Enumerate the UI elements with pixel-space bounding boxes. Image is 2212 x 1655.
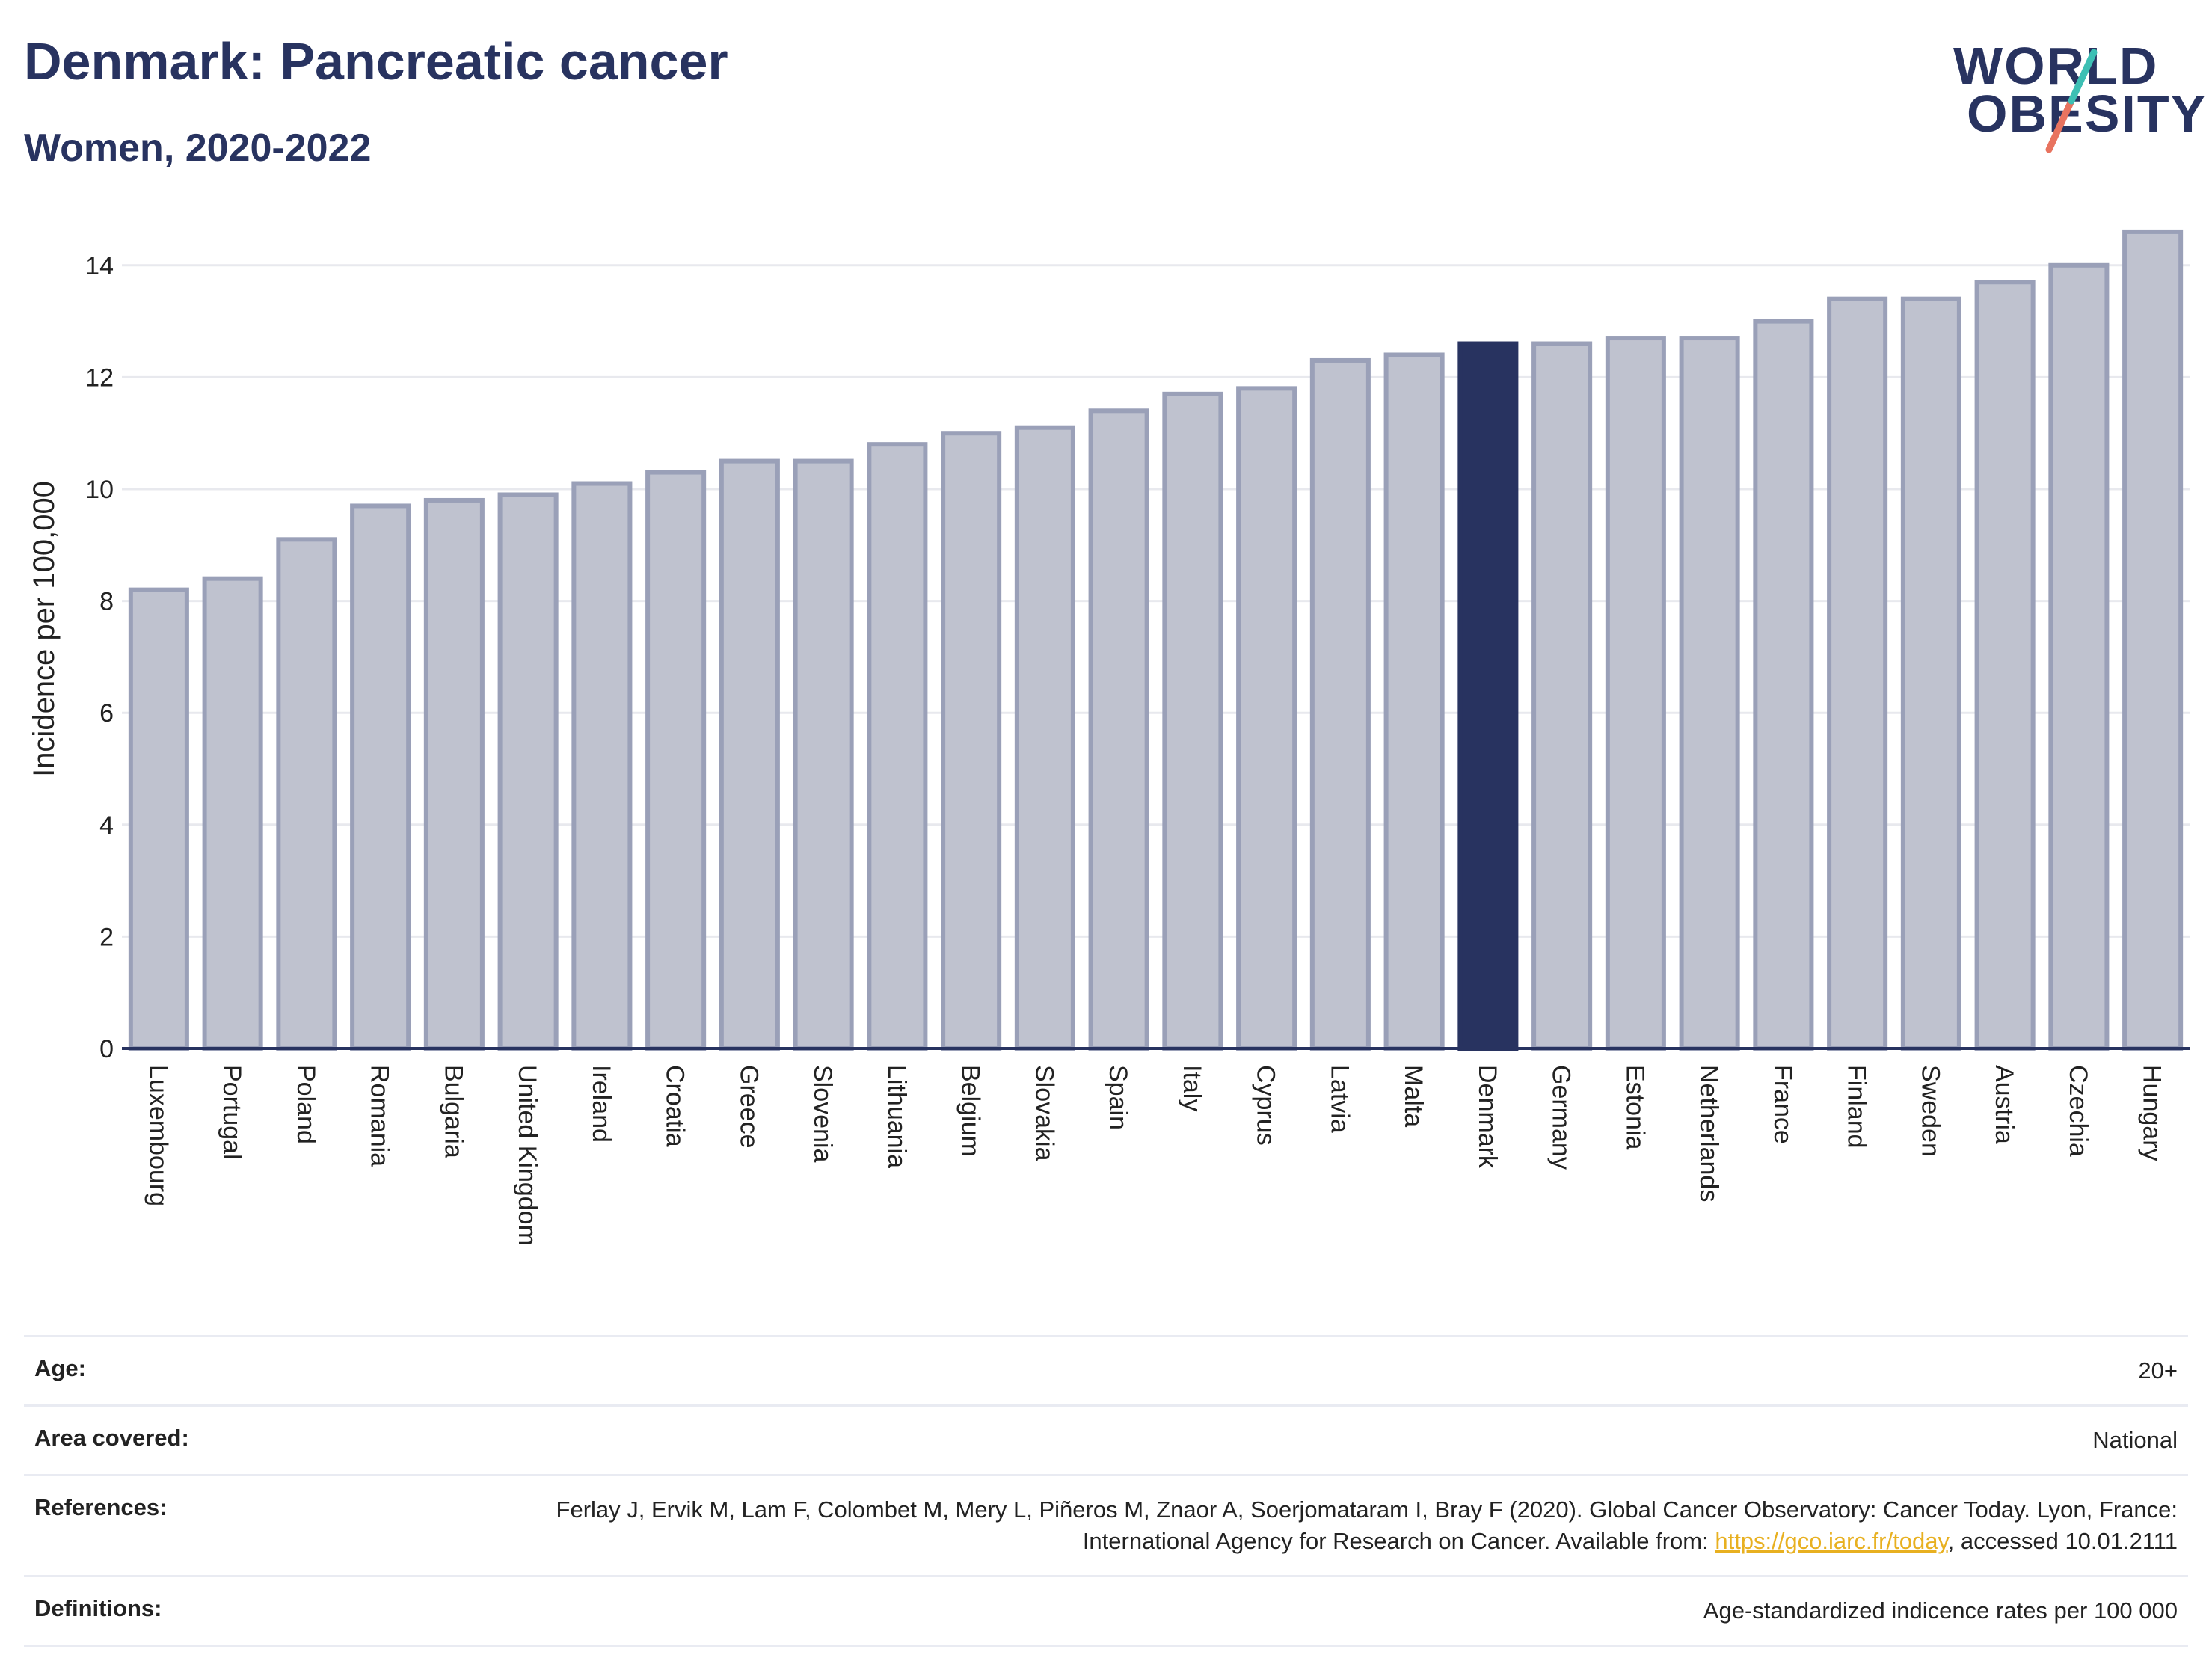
bar-sweden <box>1900 296 1961 1051</box>
x-tick-label: Belgium <box>956 1065 985 1157</box>
bar-finland <box>1827 296 1888 1051</box>
x-tick-label: Poland <box>292 1065 320 1144</box>
y-axis-label: Incidence per 100,000 <box>28 481 61 777</box>
x-tick-label: Portugal <box>218 1065 246 1160</box>
world-obesity-logo: WORLD OBESITY <box>1944 30 2205 157</box>
bar-malta <box>1383 352 1445 1051</box>
y-tick-label: 2 <box>99 923 114 951</box>
x-tick-label: Czechia <box>2064 1065 2092 1157</box>
bar-hungary <box>2122 229 2184 1051</box>
meta-label-references: References: <box>34 1494 168 1520</box>
bar-luxembourg <box>128 587 189 1051</box>
x-tick-label: Spain <box>1104 1065 1132 1130</box>
bar-netherlands <box>1679 336 1740 1051</box>
meta-value-definitions: Age-standardized indicence rates per 100… <box>1703 1597 2178 1624</box>
reference-link[interactable]: https://gco.iarc.fr/today <box>1715 1528 1948 1554</box>
bar-croatia <box>645 470 707 1051</box>
x-tick-label: Finland <box>1843 1065 1871 1149</box>
bar-czechia <box>2048 262 2110 1051</box>
x-tick-label: United Kingdom <box>513 1065 541 1246</box>
y-tick-label: 14 <box>85 252 114 280</box>
y-tick-label: 4 <box>99 811 114 840</box>
logo-line-2: OBESITY <box>1967 85 2208 143</box>
reference-accessed: , accessed 10.01.2111 <box>1947 1528 2178 1554</box>
meta-row-area: Area covered: National <box>24 1404 2188 1474</box>
meta-value-age: 20+ <box>2138 1357 2178 1384</box>
bar-austria <box>1974 280 2036 1051</box>
bar-poland <box>276 537 337 1051</box>
y-tick-label: 10 <box>85 476 114 504</box>
bar-spain <box>1088 408 1149 1051</box>
bar-ireland <box>571 481 633 1051</box>
x-tick-label: Latvia <box>1325 1065 1354 1133</box>
x-tick-label: Malta <box>1399 1065 1428 1127</box>
x-tick-label: Bulgaria <box>439 1065 467 1158</box>
bar-estonia <box>1605 336 1666 1051</box>
x-tick-label: Cyprus <box>1252 1065 1280 1146</box>
bar-italy <box>1162 391 1223 1051</box>
bar-latvia <box>1309 357 1371 1051</box>
x-tick-label: France <box>1769 1065 1797 1144</box>
x-tick-label: Croatia <box>661 1065 689 1147</box>
y-axis-ticks: 0 2 4 6 8 10 12 14 <box>85 252 114 1063</box>
x-tick-label: Denmark <box>1473 1065 1502 1169</box>
meta-row-references: References: Ferlay J, Ervik M, Lam F, Co… <box>24 1474 2188 1575</box>
y-tick-label: 12 <box>85 363 114 392</box>
meta-value-area: National <box>2092 1427 2178 1453</box>
meta-label-age: Age: <box>34 1355 86 1381</box>
chart-title: Denmark: Pancreatic cancer <box>24 32 728 90</box>
x-tick-label: Italy <box>1178 1065 1206 1111</box>
x-axis-ticks: Luxembourg Portugal Poland Romania Bulgaria U… <box>144 1065 2166 1246</box>
bar-cyprus <box>1236 386 1297 1051</box>
x-tick-label: Sweden <box>1916 1065 1944 1157</box>
bar-united-kingdom <box>497 492 559 1051</box>
meta-label-area: Area covered: <box>34 1425 189 1451</box>
x-tick-label: Ireland <box>587 1065 615 1143</box>
meta-row-age: Age: 20+ <box>24 1335 2188 1404</box>
bar-germany <box>1531 341 1593 1051</box>
bar-bulgaria <box>423 497 485 1051</box>
bar-romania <box>350 503 411 1051</box>
x-tick-label: Austria <box>1990 1065 2018 1144</box>
y-tick-label: 6 <box>99 699 114 728</box>
logo-slash-icon <box>2045 49 2098 153</box>
x-tick-label: Lithuania <box>882 1065 911 1168</box>
y-tick-label: 0 <box>99 1035 114 1063</box>
reference-text: Ferlay J, Ervik M, Lam F, Colombet M, Me… <box>556 1496 2178 1554</box>
bar-belgium <box>941 431 1002 1051</box>
meta-label-definitions: Definitions: <box>34 1595 162 1621</box>
bar-slovenia <box>793 458 854 1051</box>
bar-france <box>1753 319 1814 1051</box>
x-tick-label: Slovenia <box>808 1065 837 1163</box>
bar-greece <box>719 458 780 1051</box>
bar-chart: 0 2 4 6 8 10 12 14 Luxembourg Portugal Poland Roma… <box>28 229 2190 1246</box>
x-tick-label: Slovakia <box>1030 1065 1058 1161</box>
meta-value-references: Ferlay J, Ervik M, Lam F, Colombet M, Me… <box>458 1494 2178 1557</box>
x-tick-label: Netherlands <box>1695 1065 1723 1202</box>
chart-subtitle: Women, 2020-2022 <box>24 126 372 170</box>
bar-portugal <box>202 576 263 1051</box>
meta-row-definitions: Definitions: Age-standardized indicence … <box>24 1575 2188 1647</box>
x-tick-label: Romania <box>366 1065 394 1167</box>
x-tick-label: Hungary <box>2138 1065 2166 1161</box>
logo-line-1: WORLD <box>1953 37 2159 95</box>
bar-lithuania <box>867 442 928 1051</box>
bar-denmark <box>1457 341 1519 1051</box>
x-tick-label: Germany <box>1547 1065 1576 1170</box>
metadata-table: Age: 20+ Area covered: National Referenc… <box>24 1335 2188 1647</box>
bar-slovakia <box>1014 425 1075 1051</box>
x-tick-label: Luxembourg <box>144 1065 172 1206</box>
bars <box>128 229 2184 1051</box>
y-tick-label: 8 <box>99 588 114 616</box>
x-tick-label: Estonia <box>1620 1065 1649 1149</box>
x-tick-label: Greece <box>734 1065 763 1149</box>
